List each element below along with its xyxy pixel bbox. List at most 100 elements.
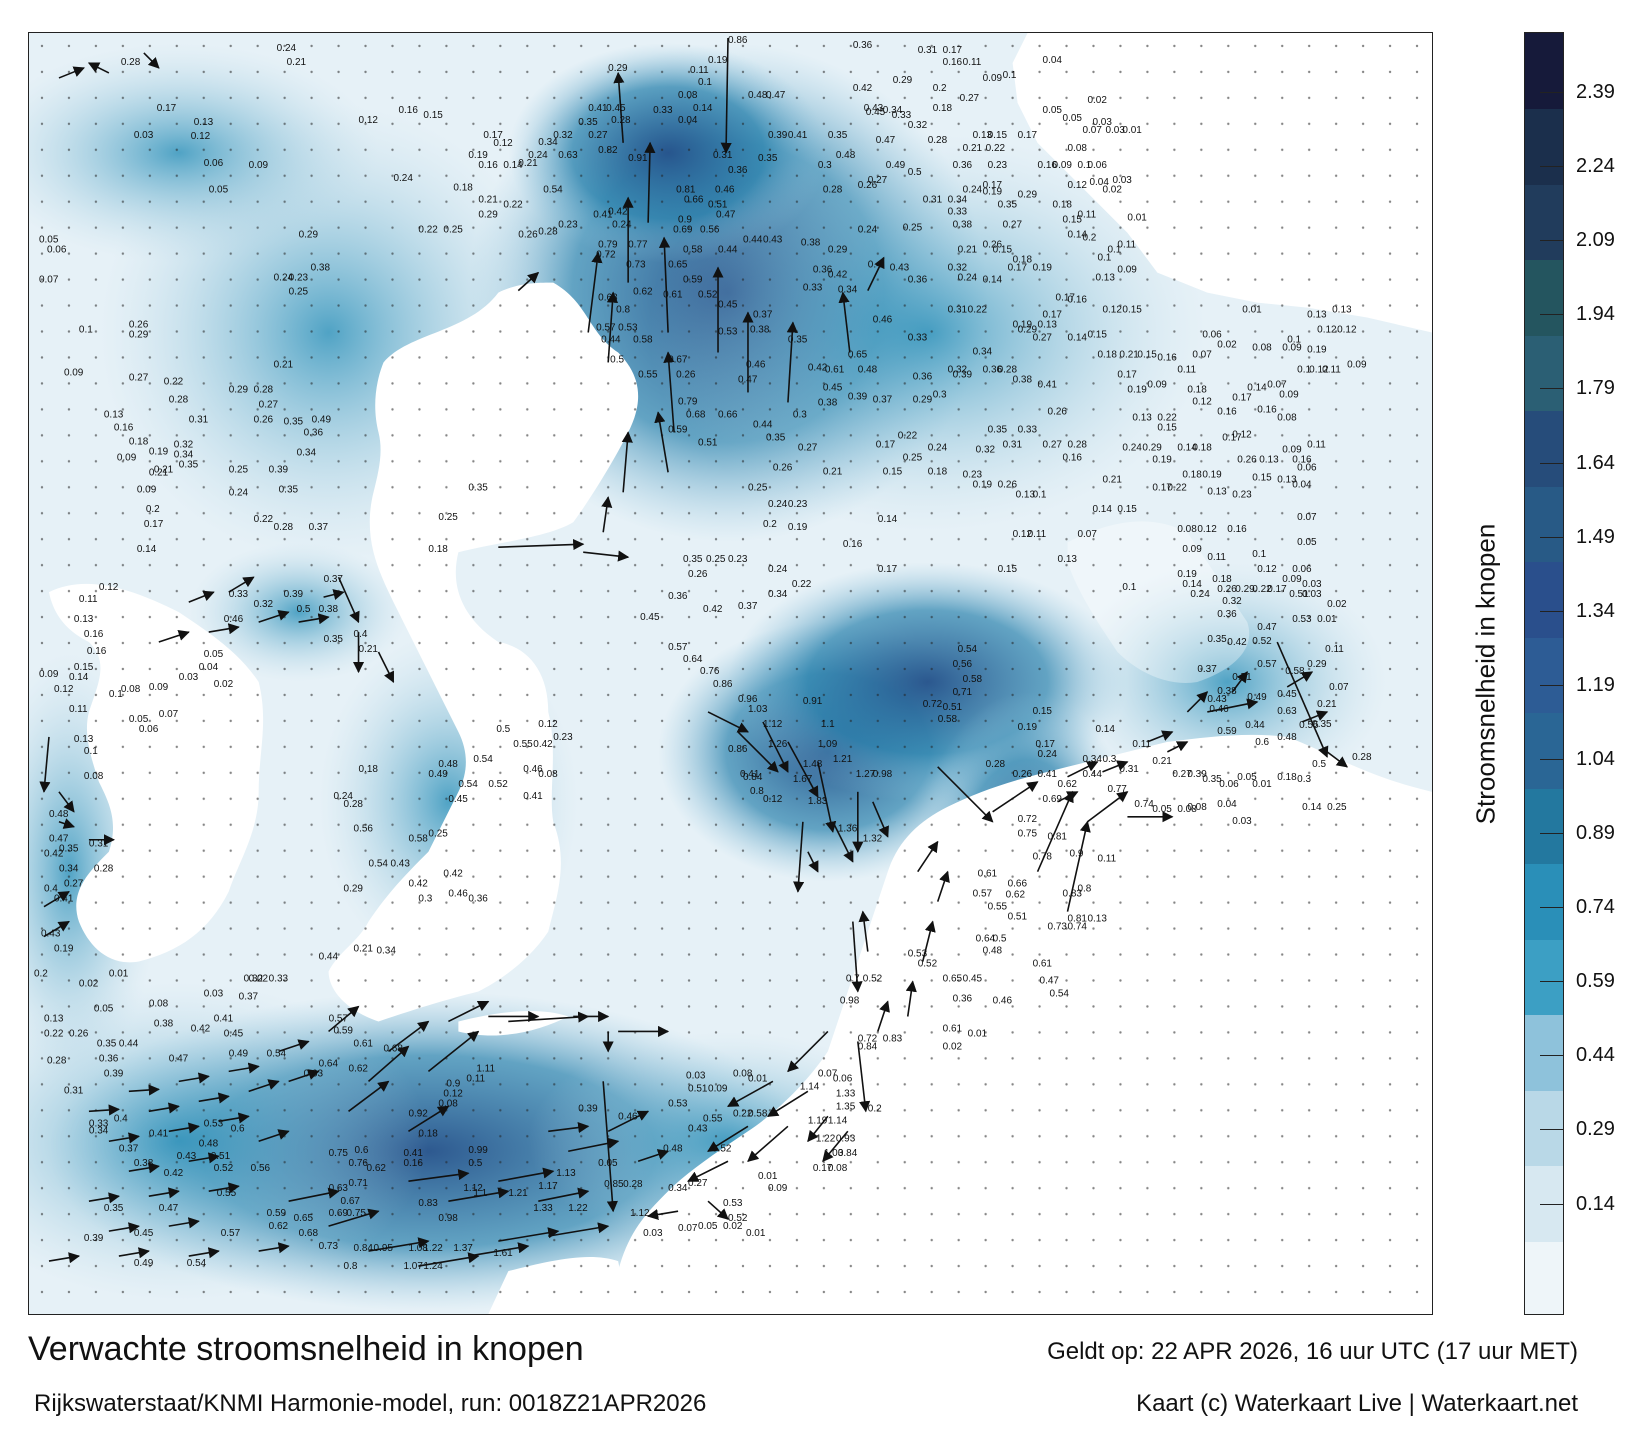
- speed-label: 0.42: [44, 849, 64, 860]
- current-arrow: [348, 1080, 390, 1112]
- speed-label: 0.09: [1053, 160, 1073, 171]
- current-arrow: [867, 256, 885, 291]
- speed-label: 0.39: [1187, 769, 1207, 780]
- speed-label: 1.12: [630, 1208, 650, 1219]
- speed-label: 0.31: [713, 150, 733, 161]
- speed-label: 0.27: [960, 93, 980, 104]
- speed-label: 0.12: [443, 1088, 463, 1099]
- speed-label: 0.03: [643, 1228, 663, 1239]
- speed-label: 0.18: [1053, 200, 1073, 211]
- speed-label: 0.65: [294, 1213, 314, 1224]
- speed-label: 0.09: [983, 73, 1003, 84]
- speed-label: 0.55: [1299, 720, 1319, 731]
- speed-label: 0.43: [1207, 694, 1227, 705]
- speed-label: 0.45: [134, 1228, 154, 1239]
- speed-label: 0.91: [803, 696, 823, 707]
- speed-label: 0.46: [993, 995, 1013, 1006]
- speed-label: 0.45: [823, 382, 843, 393]
- speed-label: 0.71: [349, 1178, 369, 1189]
- speed-label: 0.11: [466, 1073, 485, 1084]
- speed-label: 0.36: [304, 427, 324, 438]
- speed-label: 0.29: [344, 884, 364, 895]
- speed-label: 0.73: [319, 1241, 339, 1252]
- speed-label: 0.74: [1134, 799, 1154, 810]
- speed-label: 0.38: [134, 1158, 154, 1169]
- speed-label: 0.57: [221, 1228, 241, 1239]
- speed-label: 0.13: [1038, 320, 1058, 331]
- speed-label: 0.22: [733, 1108, 753, 1119]
- map-frame[interactable]: 0.28 0.24 0.21 0.29 0.36 0.17 0.13 0.12 0.03 0.05…: [28, 32, 1433, 1315]
- speed-label: 1.03: [824, 1148, 844, 1159]
- speed-label: 0.07: [818, 1068, 838, 1079]
- speed-label: 0.08: [828, 1163, 848, 1174]
- speed-label: 0.35: [468, 482, 488, 493]
- speed-label: 0.07: [1297, 512, 1317, 523]
- speed-label: 0.34: [538, 137, 558, 148]
- speed-label: 0.34: [59, 864, 79, 875]
- speed-label: 0.31: [64, 1085, 84, 1096]
- color-scale-segment: [1525, 1089, 1563, 1167]
- speed-label: 0.42: [533, 739, 553, 750]
- color-scale-segment: [1525, 787, 1563, 865]
- speed-label: 0.27: [129, 372, 149, 383]
- speed-label: 0.11: [690, 65, 709, 76]
- speed-label: 0.1: [1078, 160, 1092, 171]
- speed-label: 0.25: [289, 287, 309, 298]
- speed-label: 0.58: [748, 1108, 768, 1119]
- color-scale-tick-label: 2.24: [1576, 155, 1615, 178]
- speed-label: 0.83: [883, 1033, 903, 1044]
- speed-label: 0.49: [229, 1048, 249, 1059]
- current-arrow: [367, 1045, 410, 1082]
- speed-label: 0.22: [898, 430, 918, 441]
- speed-label: 0.33: [653, 105, 673, 116]
- color-scale-tick-label: 1.49: [1576, 525, 1615, 548]
- current-arrow: [707, 711, 749, 733]
- speed-label: 0.52: [863, 974, 883, 985]
- speed-label: 0.38: [801, 238, 821, 249]
- speed-label: 0.84: [858, 1041, 878, 1052]
- speed-label: 0.5: [297, 604, 311, 615]
- speed-label: 0.35: [104, 1203, 124, 1214]
- speed-label: 0.34: [668, 1183, 688, 1194]
- current-arrow: [654, 411, 669, 473]
- speed-label: 0.54: [369, 859, 389, 870]
- speed-label: 0.11: [79, 594, 98, 605]
- speed-label: 0.28: [169, 394, 189, 405]
- current-arrow: [644, 141, 656, 223]
- speed-label: 0.12: [191, 131, 211, 142]
- speed-label: 0.71: [953, 687, 973, 698]
- speed-label: 0.58: [408, 834, 428, 845]
- speed-label: 0.03: [1302, 579, 1322, 590]
- speed-label: 0.29: [129, 330, 149, 341]
- speed-label: 0.68: [299, 1228, 319, 1239]
- speed-label: 0.02: [723, 1221, 743, 1232]
- current-speed-map[interactable]: 0.280.240.210.290.360.170.130.120.030.05…: [29, 33, 1432, 1314]
- speed-label: 0.45: [606, 103, 626, 114]
- speed-label: 0.62: [1058, 779, 1078, 790]
- speed-label: 0.12: [54, 684, 74, 695]
- speed-label: 0.41: [403, 1148, 423, 1159]
- speed-label: 0.9: [1070, 849, 1084, 860]
- speed-label: 0.22: [968, 305, 988, 316]
- speed-label: 0.75: [347, 1208, 367, 1219]
- speed-label: 0.17: [1043, 310, 1063, 321]
- speed-label: 0.86: [728, 744, 748, 755]
- speed-label: 0.28: [94, 864, 114, 875]
- current-arrow: [766, 1090, 809, 1117]
- speed-label: 0.32: [174, 439, 194, 450]
- speed-label: 1.1: [821, 719, 835, 730]
- speed-label: 0.35: [683, 554, 703, 565]
- speed-label: 0.59: [1217, 726, 1237, 737]
- color-scale-tick: [1540, 907, 1564, 909]
- valid-time: Geldt op: 22 APR 2026, 16 uur UTC (17 uu…: [1047, 1338, 1578, 1365]
- speed-label: 0.32: [244, 974, 264, 985]
- speed-label: 0.31: [89, 839, 109, 850]
- current-arrow: [647, 1208, 679, 1221]
- speed-label: 0.37: [753, 310, 773, 321]
- speed-label: 0.15: [883, 466, 903, 477]
- speed-label: 0.39: [84, 1233, 104, 1244]
- speed-label: 0.29: [1235, 584, 1255, 595]
- speed-label: 0.49: [428, 769, 448, 780]
- speed-label: 1.37: [453, 1243, 473, 1254]
- color-scale-segment: [1525, 485, 1563, 563]
